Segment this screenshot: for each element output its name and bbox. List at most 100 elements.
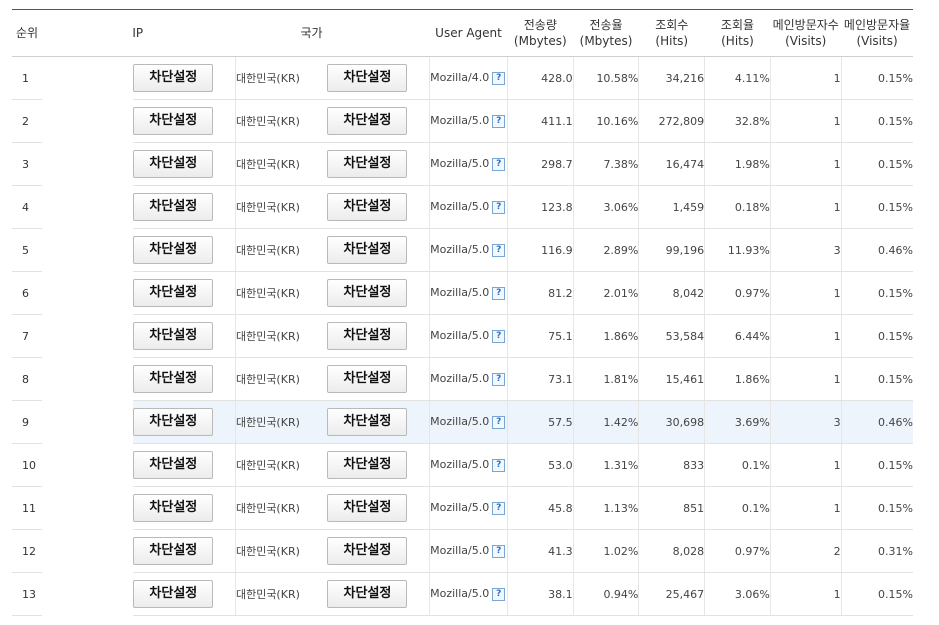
help-icon[interactable]: ? bbox=[492, 330, 506, 343]
hits-rate-cell: 0.1% bbox=[704, 486, 771, 530]
ip-cell bbox=[42, 100, 133, 143]
hits-rate-cell: 32.8% bbox=[704, 99, 771, 143]
country-block-button[interactable]: 차단설정 bbox=[327, 322, 408, 350]
ip-block-button[interactable]: 차단설정 bbox=[133, 150, 214, 178]
ip-block-cell: 차단설정 bbox=[133, 486, 236, 530]
visitors-cell: 1 bbox=[770, 142, 842, 186]
header-rank: 순위 bbox=[12, 9, 43, 57]
country-block-button[interactable]: 차단설정 bbox=[327, 64, 408, 92]
hits-rate-cell: 11.93% bbox=[704, 228, 771, 272]
ip-block-button[interactable]: 차단설정 bbox=[133, 322, 214, 350]
header-hits-label: 조회수 bbox=[655, 18, 689, 32]
user-agent-text: Mozilla/4.0 bbox=[430, 71, 490, 84]
header-bytes-unit: (Mbytes) bbox=[513, 34, 567, 48]
header-bytes: 전송량 (Mbytes) bbox=[507, 9, 574, 57]
ip-block-button[interactable]: 차단설정 bbox=[133, 537, 214, 565]
hits-rate-cell: 6.44% bbox=[704, 314, 771, 358]
ip-block-button[interactable]: 차단설정 bbox=[133, 365, 214, 393]
user-agent-cell: Mozilla/5.0? bbox=[429, 142, 508, 186]
ip-cell bbox=[42, 186, 133, 229]
visitor-rate-cell: 0.15% bbox=[841, 443, 913, 487]
hits-rate-cell: 0.1% bbox=[704, 443, 771, 487]
country-cell: 대한민국(KR) bbox=[235, 99, 328, 143]
header-visitor-rate: 메인방문자율 (Visits) bbox=[841, 9, 913, 57]
help-icon[interactable]: ? bbox=[492, 287, 506, 300]
user-agent-cell: Mozilla/5.0? bbox=[429, 185, 508, 229]
ip-block-button[interactable]: 차단설정 bbox=[133, 64, 214, 92]
bytes-cell: 298.7 bbox=[507, 142, 574, 186]
ip-cell bbox=[42, 487, 133, 530]
ip-block-button[interactable]: 차단설정 bbox=[133, 408, 214, 436]
help-icon[interactable]: ? bbox=[492, 416, 506, 429]
ip-block-button[interactable]: 차단설정 bbox=[133, 494, 214, 522]
ip-block-button[interactable]: 차단설정 bbox=[133, 236, 214, 264]
header-hits: 조회수 (Hits) bbox=[638, 9, 705, 57]
header-visitor-rate-label: 메인방문자율 bbox=[843, 18, 911, 32]
visitors-cell: 1 bbox=[770, 572, 842, 616]
help-icon[interactable]: ? bbox=[492, 588, 506, 601]
bytes-cell: 123.8 bbox=[507, 185, 574, 229]
help-icon[interactable]: ? bbox=[492, 201, 506, 214]
country-block-button[interactable]: 차단설정 bbox=[327, 279, 408, 307]
hits-rate-cell: 1.98% bbox=[704, 142, 771, 186]
hits-cell: 851 bbox=[638, 486, 706, 530]
ip-cell bbox=[42, 573, 133, 616]
help-icon[interactable]: ? bbox=[492, 545, 506, 558]
ip-cell bbox=[42, 315, 133, 358]
user-agent-text: Mozilla/5.0 bbox=[430, 458, 490, 471]
ip-cell bbox=[42, 401, 133, 444]
country-block-button[interactable]: 차단설정 bbox=[327, 193, 408, 221]
country-block-button[interactable]: 차단설정 bbox=[327, 236, 408, 264]
help-icon[interactable]: ? bbox=[492, 244, 506, 257]
rank-cell: 3 bbox=[12, 142, 43, 186]
ip-block-button[interactable]: 차단설정 bbox=[133, 451, 214, 479]
table-row: 5 차단설정 대한민국(KR) 차단설정 Mozilla/5.0? 116.9 2.89% 9… bbox=[12, 228, 913, 272]
country-block-cell: 차단설정 bbox=[327, 314, 431, 358]
header-ip: IP bbox=[42, 9, 236, 57]
country-cell: 대한민국(KR) bbox=[235, 185, 328, 229]
visitors-cell: 1 bbox=[770, 357, 842, 401]
country-block-button[interactable]: 차단설정 bbox=[327, 408, 408, 436]
hits-cell: 99,196 bbox=[638, 228, 706, 272]
country-block-button[interactable]: 차단설정 bbox=[327, 150, 408, 178]
help-icon[interactable]: ? bbox=[492, 158, 506, 171]
user-agent-cell: Mozilla/5.0? bbox=[429, 486, 508, 530]
help-icon[interactable]: ? bbox=[492, 72, 506, 85]
ip-block-button[interactable]: 차단설정 bbox=[133, 107, 214, 135]
help-icon[interactable]: ? bbox=[492, 502, 506, 515]
country-block-button[interactable]: 차단설정 bbox=[327, 451, 408, 479]
ip-cell bbox=[42, 57, 133, 100]
header-hits-rate-label: 조회율 bbox=[720, 18, 755, 32]
hits-rate-cell: 4.11% bbox=[704, 56, 771, 100]
ip-block-button[interactable]: 차단설정 bbox=[133, 193, 214, 221]
country-block-button[interactable]: 차단설정 bbox=[327, 494, 408, 522]
hits-cell: 8,028 bbox=[638, 529, 706, 573]
country-block-button[interactable]: 차단설정 bbox=[327, 580, 408, 608]
help-icon[interactable]: ? bbox=[492, 115, 506, 128]
country-block-button[interactable]: 차단설정 bbox=[327, 107, 408, 135]
help-icon[interactable]: ? bbox=[492, 373, 506, 386]
ip-block-cell: 차단설정 bbox=[133, 185, 236, 229]
country-block-cell: 차단설정 bbox=[327, 400, 431, 444]
bytes-rate-cell: 1.13% bbox=[573, 486, 640, 530]
country-block-button[interactable]: 차단설정 bbox=[327, 537, 408, 565]
country-block-cell: 차단설정 bbox=[327, 271, 431, 315]
hits-cell: 30,698 bbox=[638, 400, 706, 444]
ip-block-cell: 차단설정 bbox=[133, 56, 236, 100]
table-row: 3 차단설정 대한민국(KR) 차단설정 Mozilla/5.0? 298.7 7.38% 1… bbox=[12, 142, 913, 186]
ip-block-button[interactable]: 차단설정 bbox=[133, 580, 214, 608]
table-row: 8 차단설정 대한민국(KR) 차단설정 Mozilla/5.0? 73.1 1.81% 15… bbox=[12, 357, 913, 401]
user-agent-text: Mozilla/5.0 bbox=[430, 157, 490, 170]
ip-block-button[interactable]: 차단설정 bbox=[133, 279, 214, 307]
hits-cell: 8,042 bbox=[638, 271, 706, 315]
country-cell: 대한민국(KR) bbox=[235, 400, 328, 444]
country-block-button[interactable]: 차단설정 bbox=[327, 365, 408, 393]
hits-rate-cell: 0.97% bbox=[704, 271, 771, 315]
table-row: 12 차단설정 대한민국(KR) 차단설정 Mozilla/5.0? 41.3 1.02% 8… bbox=[12, 529, 913, 573]
bytes-rate-cell: 3.06% bbox=[573, 185, 640, 229]
hits-cell: 53,584 bbox=[638, 314, 706, 358]
help-icon[interactable]: ? bbox=[492, 459, 506, 472]
bytes-cell: 75.1 bbox=[507, 314, 574, 358]
rank-cell: 13 bbox=[12, 572, 43, 616]
user-agent-text: Mozilla/5.0 bbox=[430, 501, 490, 514]
